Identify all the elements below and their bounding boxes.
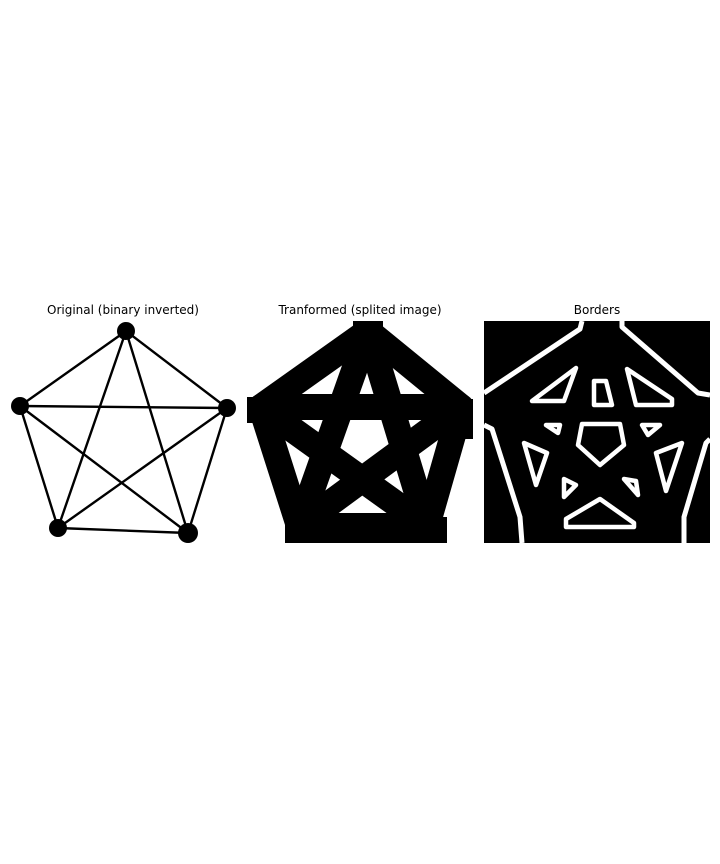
stub-bottom [285,517,447,543]
node-top [117,322,135,340]
transformed-image [247,321,473,543]
edge-right-bottomleft [56,406,229,530]
node-bottomleft [49,519,67,537]
stub-left [247,397,269,423]
stub-right [451,399,473,439]
edge-top-bottomleft [56,329,128,530]
node-right [218,399,236,417]
node-bottomright [178,523,198,543]
outer-border [484,321,710,543]
edge-left-right [18,404,229,410]
edge-bottomleft-left [18,404,60,530]
panel-title-original: Original (binary inverted) [47,303,199,317]
edge-bottomright-bottomleft [56,526,190,535]
panel-title-borders: Borders [573,303,621,317]
region-borders [521,365,685,530]
panel-title-transformed: Tranformed (splited image) [278,303,442,317]
node-left [11,397,29,415]
edge-top-bottomright [124,329,190,535]
edge-top-right [124,329,229,410]
borders-image [484,321,710,543]
stub-top [353,321,383,343]
edge-left-bottomright [18,404,190,535]
thick-shape [248,321,473,539]
edge-left-top [18,329,128,408]
edge-right-bottomright [186,406,229,535]
